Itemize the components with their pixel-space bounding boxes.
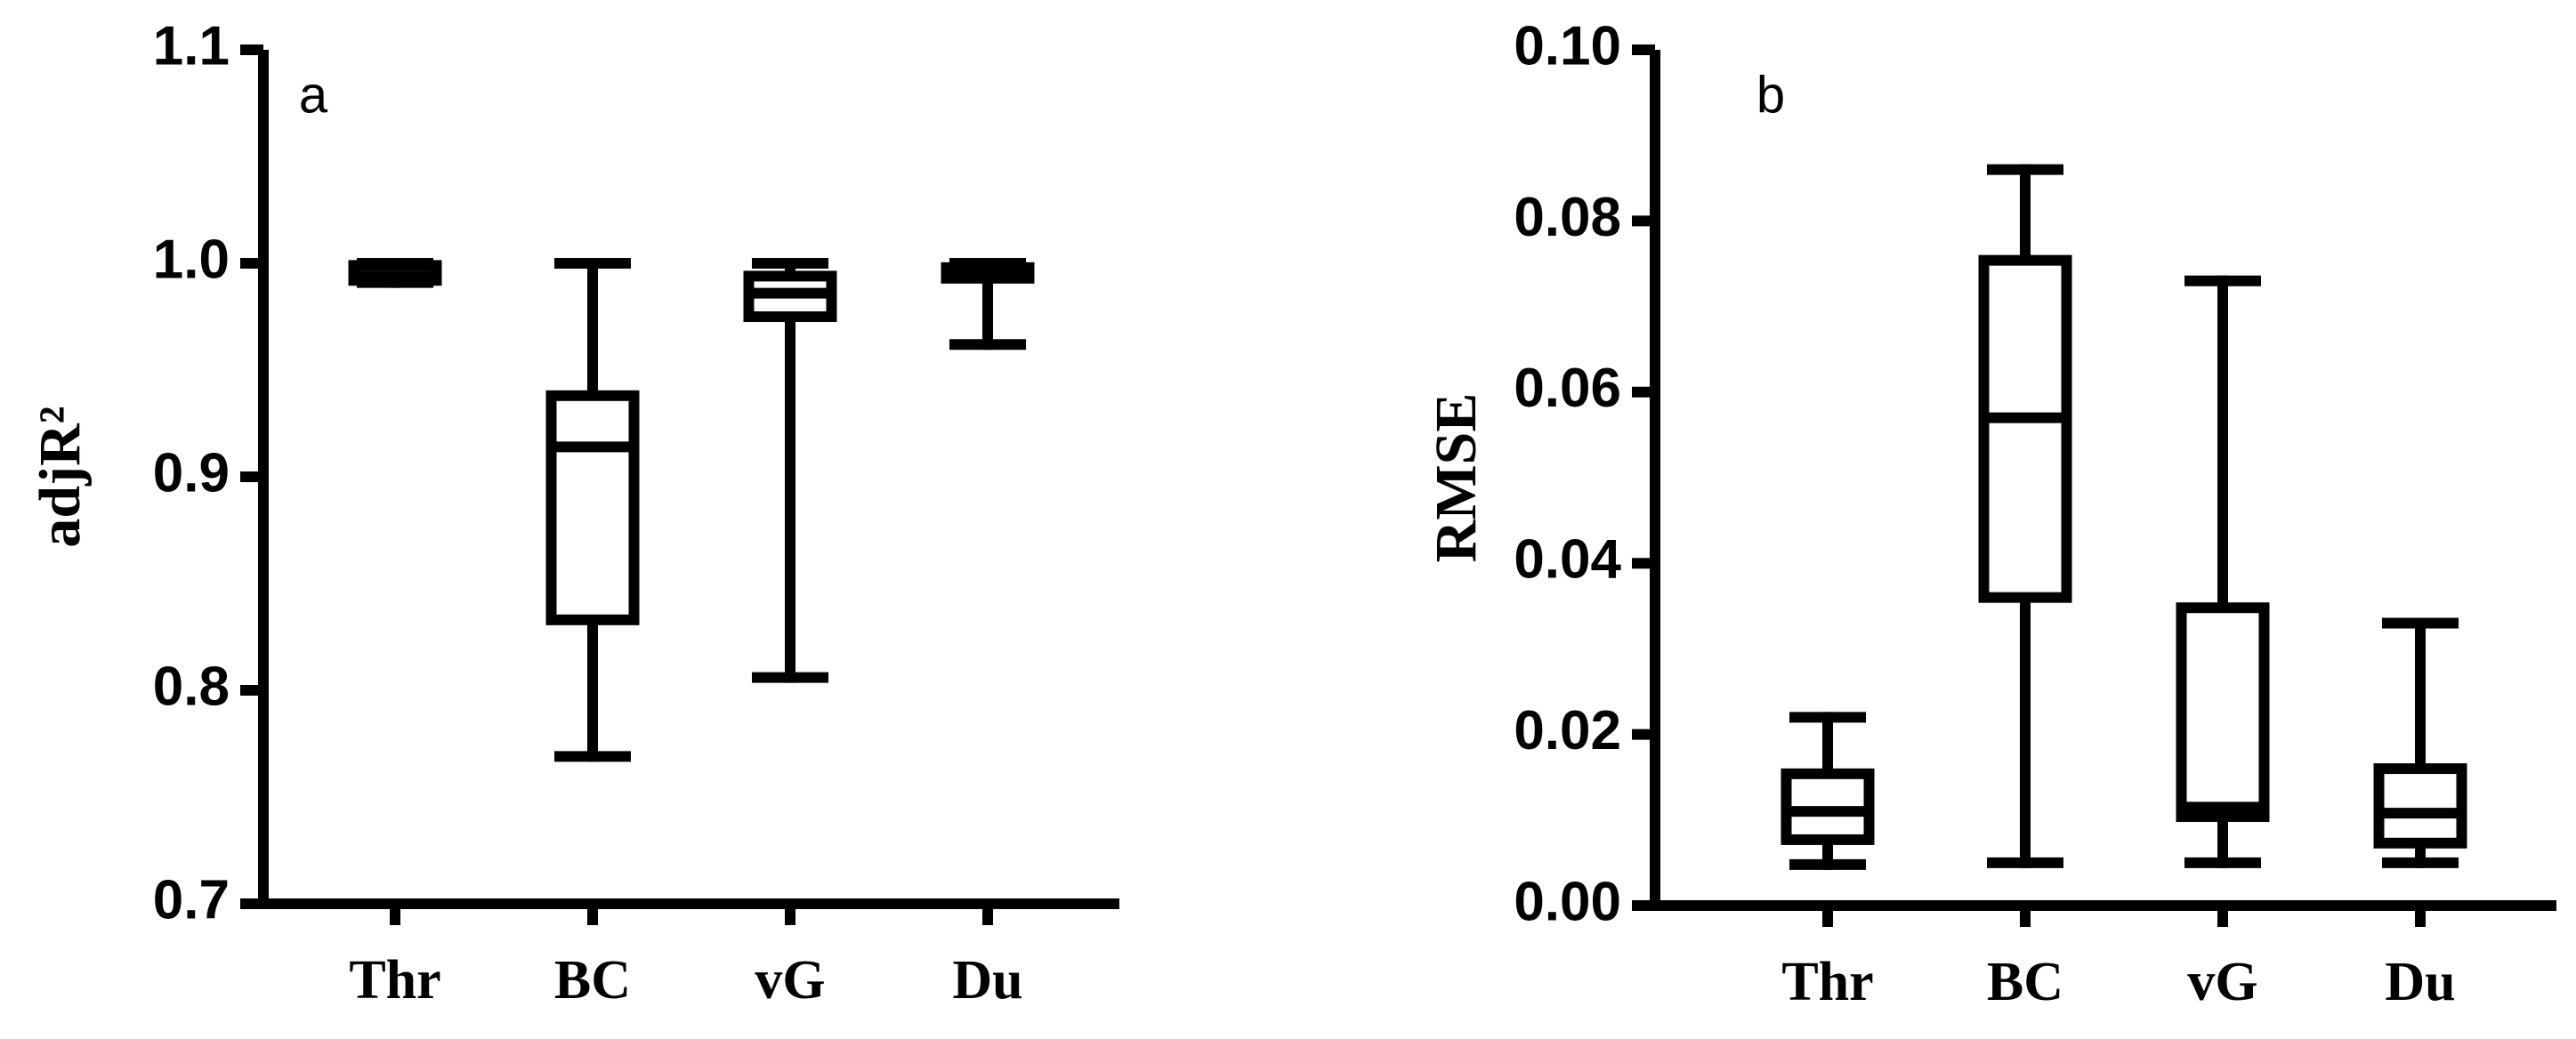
- y-axis-label: RMSE: [1424, 393, 1489, 563]
- box: [2373, 763, 2467, 849]
- panel-label: a: [299, 66, 328, 124]
- x-tick-label: Thr: [349, 950, 440, 1011]
- y-tick-label: 0.04: [1514, 529, 1621, 591]
- box: [2176, 602, 2270, 822]
- panel-label: b: [1756, 66, 1785, 124]
- y-tick-label: 0.7: [153, 869, 230, 930]
- x-tick-label: Du: [952, 950, 1022, 1011]
- y-axis-label: adjR²: [28, 406, 93, 547]
- y-tick-label: 1.0: [153, 229, 230, 290]
- y-tick-label: 1.1: [153, 15, 230, 77]
- box: [1978, 254, 2072, 603]
- x-tick-label: vG: [755, 950, 825, 1011]
- x-tick-label: vG: [2187, 952, 2257, 1012]
- y-tick-label: 0.08: [1514, 187, 1621, 248]
- box: [545, 390, 640, 625]
- x-tick-label: Thr: [1781, 952, 1873, 1012]
- y-tick-label: 0.9: [153, 442, 230, 503]
- x-tick-label: Du: [2385, 952, 2455, 1012]
- x-tick-label: BC: [1987, 952, 2063, 1012]
- y-tick-label: 0.00: [1514, 871, 1621, 932]
- y-tick-label: 0.10: [1514, 15, 1621, 77]
- y-tick-label: 0.06: [1514, 358, 1621, 419]
- y-tick-label: 0.8: [153, 656, 230, 717]
- x-tick-label: BC: [554, 950, 631, 1011]
- y-tick-label: 0.02: [1514, 700, 1621, 761]
